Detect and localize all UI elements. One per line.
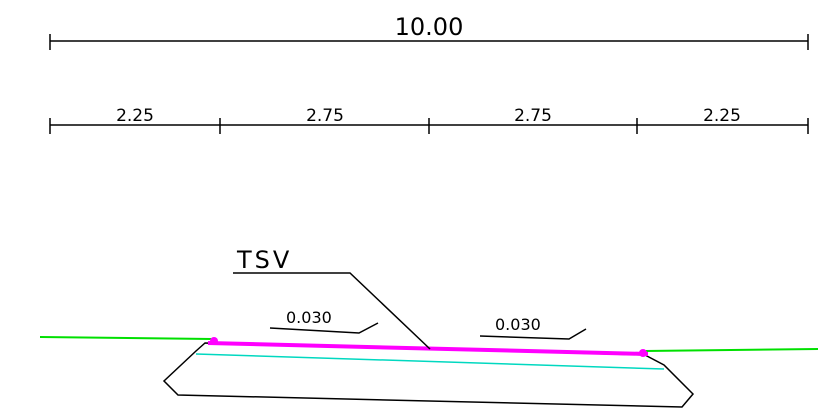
ground-line-right [644,348,819,352]
curb-right [639,349,647,357]
slope-annotation-left: 0.030 [269,308,379,334]
slope-right-value: 0.030 [495,315,541,334]
segment-dimensions: 2.25 2.75 2.75 2.25 [49,106,809,134]
segment-dimension-value: 2.25 [703,106,741,126]
slope-annotation-right: 0.030 [479,315,587,340]
ground-line-left [39,336,213,340]
segment-dimension-value: 2.75 [514,106,552,126]
embankment-outline [162,342,695,408]
ground-lines [39,336,819,352]
slope-left-arrow [269,322,379,334]
pavement-surface [207,337,649,357]
slope-left-value: 0.030 [286,308,332,327]
pavement-surface-line [207,341,649,356]
tsv-leader-line [233,272,431,350]
curb-left [210,337,218,345]
total-dimension: 10.00 [49,13,809,50]
tsv-callout: TSV [233,246,431,350]
slope-right-arrow [479,328,587,340]
segment-dimension-value: 2.25 [116,106,154,126]
base-layer-line [195,353,665,370]
total-dimension-value: 10.00 [395,13,464,41]
tsv-label: TSV [236,246,292,274]
segment-dimension-value: 2.75 [306,106,344,126]
